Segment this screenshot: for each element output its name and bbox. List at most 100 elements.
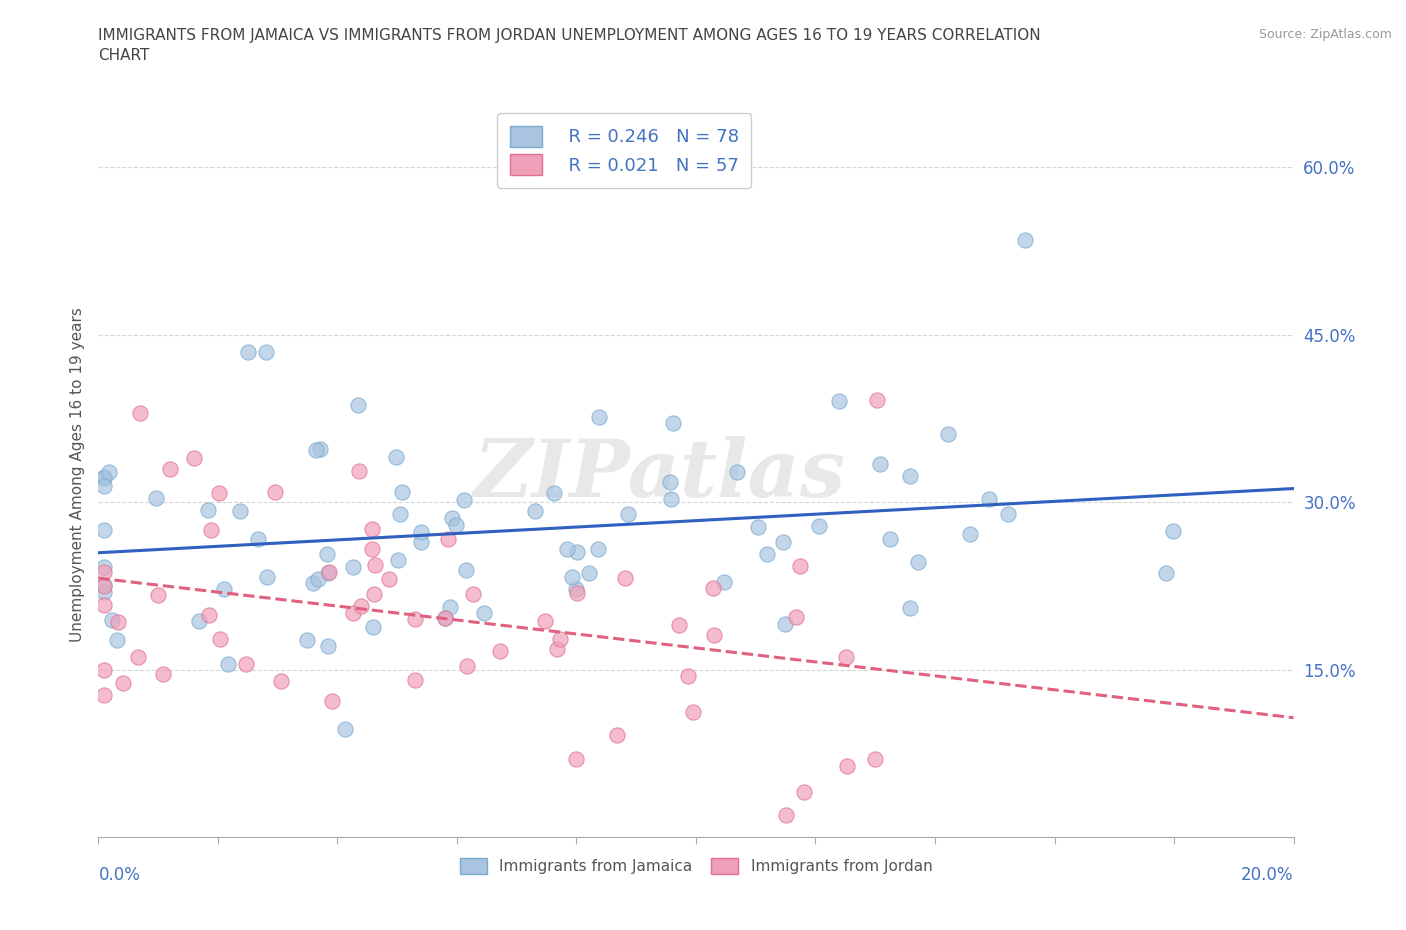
Point [321, 694, 343, 709]
Point [439, 600, 461, 615]
Point [342, 559, 364, 574]
Point [1161, 524, 1184, 538]
Point [404, 672, 426, 687]
Point [617, 507, 640, 522]
Point [676, 669, 699, 684]
Point [898, 600, 921, 615]
Point [534, 614, 557, 629]
Point [93, 578, 115, 593]
Point [588, 409, 610, 424]
Point [146, 588, 169, 603]
Point [217, 657, 239, 671]
Point [472, 606, 495, 621]
Point [107, 615, 129, 630]
Point [335, 722, 357, 737]
Point [129, 405, 152, 420]
Point [318, 639, 340, 654]
Point [93, 478, 115, 493]
Point [309, 442, 332, 457]
Point [453, 493, 475, 508]
Point [578, 565, 600, 580]
Point [363, 587, 385, 602]
Point [866, 392, 889, 407]
Point [295, 632, 318, 647]
Text: ZIPatlas: ZIPatlas [474, 435, 846, 513]
Point [682, 704, 704, 719]
Point [200, 523, 222, 538]
Point [567, 545, 589, 560]
Point [879, 532, 901, 547]
Point [837, 758, 859, 773]
Point [662, 416, 685, 431]
Point [145, 491, 167, 506]
Point [440, 511, 463, 525]
Point [93, 565, 115, 579]
Point [364, 557, 387, 572]
Point [93, 687, 115, 702]
Point [127, 650, 149, 665]
Point [97, 465, 120, 480]
Point [361, 522, 384, 537]
Point [360, 541, 382, 556]
Point [808, 518, 831, 533]
Point [463, 587, 485, 602]
Point [209, 631, 232, 646]
Point [93, 584, 115, 599]
Text: Source: ZipAtlas.com: Source: ZipAtlas.com [1258, 28, 1392, 41]
Point [658, 474, 681, 489]
Point [543, 485, 565, 500]
Point [793, 785, 815, 800]
Point [775, 807, 797, 822]
Point [197, 503, 219, 518]
Point [565, 751, 588, 766]
Point [997, 506, 1019, 521]
Point [565, 581, 588, 596]
Point [713, 575, 735, 590]
Point [349, 463, 371, 478]
Point [772, 535, 794, 550]
Point [938, 427, 960, 442]
Point [93, 663, 115, 678]
Point [725, 465, 748, 480]
Point [869, 457, 891, 472]
Point [307, 571, 329, 586]
Point [93, 559, 115, 574]
Y-axis label: Unemployment Among Ages 16 to 19 years: Unemployment Among Ages 16 to 19 years [69, 307, 84, 642]
Point [524, 503, 547, 518]
Point [828, 394, 851, 409]
Point [197, 607, 219, 622]
Point [977, 492, 1000, 507]
Point [404, 612, 426, 627]
Point [112, 675, 135, 690]
Point [152, 667, 174, 682]
Point [747, 519, 769, 534]
Point [561, 569, 583, 584]
Point [456, 658, 478, 673]
Text: 20.0%: 20.0% [1241, 866, 1294, 884]
Point [93, 470, 115, 485]
Point [228, 503, 250, 518]
Point [183, 450, 205, 465]
Point [446, 518, 468, 533]
Point [668, 618, 690, 632]
Point [433, 611, 456, 626]
Point [1014, 232, 1036, 247]
Point [235, 657, 257, 671]
Point [305, 443, 328, 458]
Point [567, 585, 589, 600]
Point [316, 565, 339, 580]
Point [208, 486, 231, 501]
Point [489, 644, 512, 658]
Point [212, 581, 235, 596]
Point [236, 344, 259, 359]
Point [659, 492, 682, 507]
Point [606, 727, 628, 742]
Point [93, 471, 115, 485]
Point [959, 526, 981, 541]
Point [246, 531, 269, 546]
Point [105, 632, 128, 647]
Point [389, 506, 412, 521]
Point [411, 535, 433, 550]
Point [555, 542, 578, 557]
Point [835, 649, 858, 664]
